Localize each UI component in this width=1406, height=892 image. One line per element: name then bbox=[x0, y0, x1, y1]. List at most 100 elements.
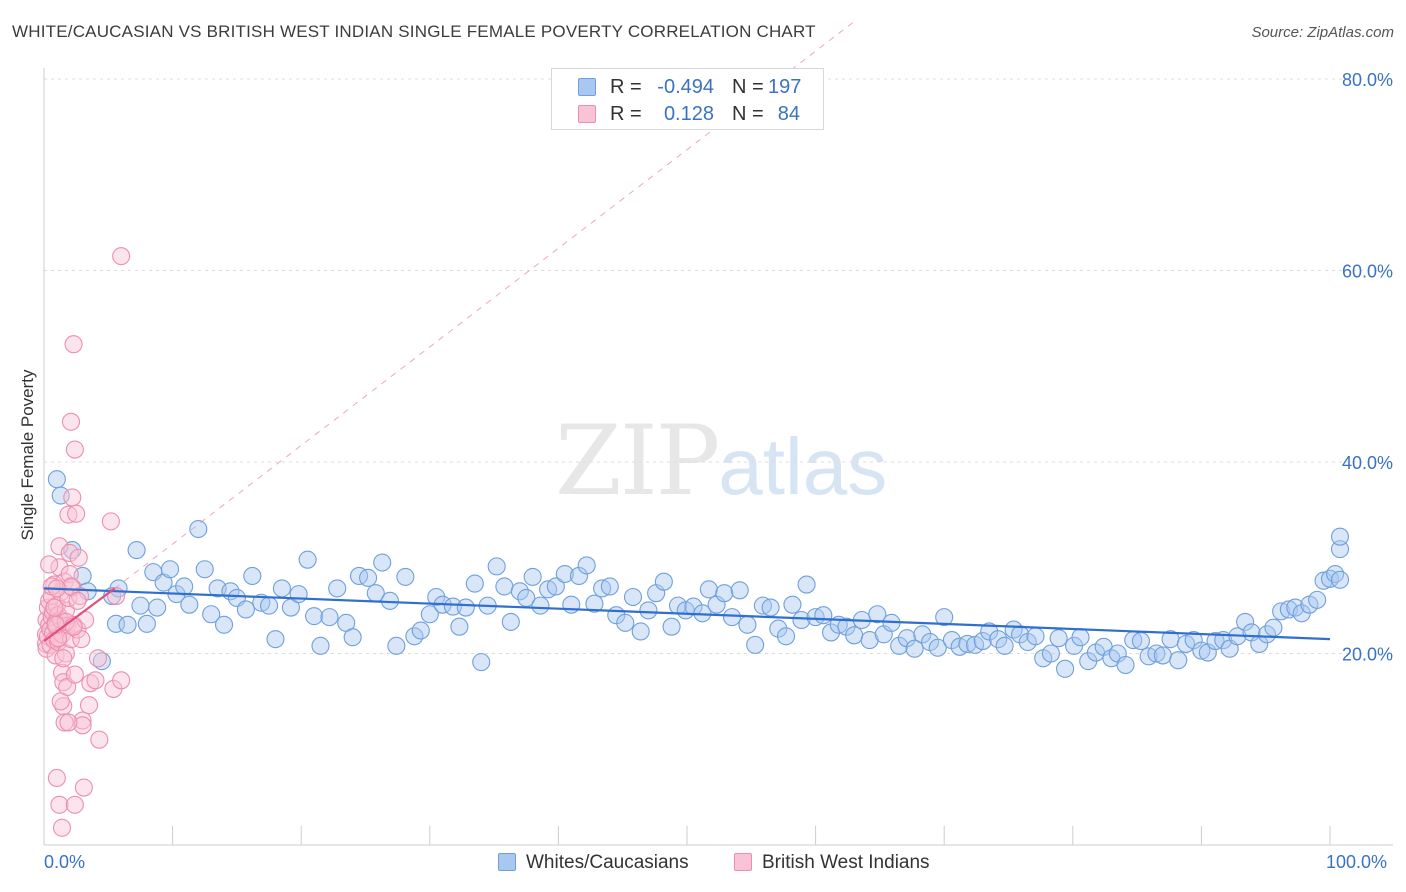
legend-item-bwi[interactable]: British West Indians bbox=[734, 852, 930, 874]
series-legend: Whites/Caucasians British West Indians bbox=[0, 850, 1406, 878]
point-whites bbox=[577, 556, 596, 575]
point-whites bbox=[905, 639, 924, 658]
point-whites bbox=[1071, 628, 1090, 647]
point-whites bbox=[699, 580, 718, 599]
point-british-west-indians bbox=[45, 598, 64, 617]
point-whites bbox=[806, 608, 825, 627]
point-british-west-indians bbox=[54, 649, 73, 668]
point-whites bbox=[411, 621, 430, 640]
point-whites bbox=[305, 607, 324, 626]
point-whites bbox=[266, 630, 285, 649]
point-whites bbox=[160, 560, 180, 579]
trend-line-british-west-indians bbox=[43, 587, 116, 642]
point-whites bbox=[1236, 612, 1255, 631]
point-british-west-indians bbox=[73, 716, 92, 735]
n-value: 84 bbox=[777, 103, 800, 125]
point-whites bbox=[942, 631, 961, 650]
point-whites bbox=[495, 577, 514, 596]
point-whites bbox=[189, 519, 208, 539]
point-whites bbox=[450, 617, 469, 636]
point-whites bbox=[890, 636, 909, 655]
legend-swatch-blue bbox=[498, 853, 516, 871]
point-whites bbox=[202, 605, 221, 624]
point-whites bbox=[1330, 570, 1350, 589]
point-whites bbox=[1264, 618, 1283, 637]
point-whites bbox=[465, 574, 484, 593]
source-note: Source: ZipAtlas.com bbox=[1251, 24, 1394, 41]
watermark-zip: ZIP bbox=[555, 405, 720, 517]
point-whites bbox=[1330, 527, 1350, 546]
point-whites bbox=[1272, 602, 1291, 621]
point-whites bbox=[555, 564, 574, 584]
point-whites bbox=[259, 596, 279, 615]
point-whites bbox=[443, 597, 462, 616]
x-tick-label-max: 100.0% bbox=[1326, 852, 1388, 872]
point-british-west-indians bbox=[67, 504, 86, 523]
point-british-west-indians bbox=[112, 671, 131, 690]
point-whites bbox=[1131, 632, 1151, 651]
point-whites bbox=[523, 567, 542, 586]
point-whites bbox=[175, 577, 194, 596]
point-whites bbox=[654, 572, 673, 591]
legend-label: Whites/Caucasians bbox=[526, 852, 689, 873]
point-whites bbox=[51, 486, 70, 505]
point-whites bbox=[1056, 659, 1075, 678]
point-whites bbox=[1308, 590, 1327, 609]
point-whites bbox=[776, 627, 796, 646]
r-value: -0.494 bbox=[657, 76, 714, 98]
point-whites bbox=[501, 612, 520, 631]
point-whites bbox=[1041, 644, 1060, 663]
point-whites bbox=[585, 594, 604, 613]
n-label: N = bbox=[732, 76, 764, 98]
point-whites bbox=[531, 596, 550, 615]
point-whites bbox=[127, 541, 146, 560]
point-whites bbox=[1147, 644, 1166, 663]
point-british-west-indians bbox=[61, 412, 81, 431]
point-british-west-indians bbox=[73, 711, 92, 730]
watermark-atlas: atlas bbox=[718, 422, 888, 511]
point-british-west-indians bbox=[81, 674, 100, 693]
point-british-west-indians bbox=[79, 696, 99, 715]
point-whites bbox=[814, 606, 833, 625]
y-tick-label: 80.0% bbox=[1342, 70, 1393, 90]
point-whites bbox=[958, 634, 977, 653]
point-whites bbox=[662, 617, 681, 636]
point-whites bbox=[1206, 632, 1225, 651]
watermark: ZIPatlas bbox=[555, 405, 887, 517]
point-whites bbox=[396, 567, 415, 586]
point-whites bbox=[298, 550, 317, 569]
point-whites bbox=[472, 653, 491, 672]
point-british-west-indians bbox=[60, 543, 79, 563]
point-british-west-indians bbox=[51, 692, 70, 711]
point-whites bbox=[487, 557, 506, 576]
point-whites bbox=[995, 636, 1014, 655]
point-whites bbox=[180, 595, 199, 614]
point-british-west-indians bbox=[65, 440, 84, 459]
point-british-west-indians bbox=[64, 335, 83, 354]
point-whites bbox=[1320, 569, 1340, 588]
point-whites bbox=[214, 615, 234, 634]
point-whites bbox=[761, 598, 780, 617]
legend-item-whites[interactable]: Whites/Caucasians bbox=[498, 852, 689, 874]
point-whites bbox=[289, 585, 308, 604]
point-whites bbox=[510, 582, 529, 601]
point-whites bbox=[320, 608, 339, 627]
point-whites bbox=[1153, 646, 1172, 665]
point-whites bbox=[1169, 651, 1188, 670]
point-whites bbox=[623, 587, 643, 607]
point-whites bbox=[600, 577, 619, 596]
point-whites bbox=[387, 636, 406, 655]
point-british-west-indians bbox=[65, 795, 84, 814]
point-whites bbox=[746, 635, 765, 654]
point-british-west-indians bbox=[55, 713, 74, 732]
point-british-west-indians bbox=[59, 505, 78, 524]
point-whites bbox=[343, 628, 362, 647]
point-whites bbox=[311, 636, 330, 655]
point-whites bbox=[753, 596, 772, 615]
point-whites bbox=[928, 638, 947, 657]
n-value: 197 bbox=[768, 76, 802, 98]
point-whites bbox=[47, 470, 66, 489]
legend-swatch-blue bbox=[578, 78, 596, 96]
point-british-west-indians bbox=[46, 615, 65, 634]
